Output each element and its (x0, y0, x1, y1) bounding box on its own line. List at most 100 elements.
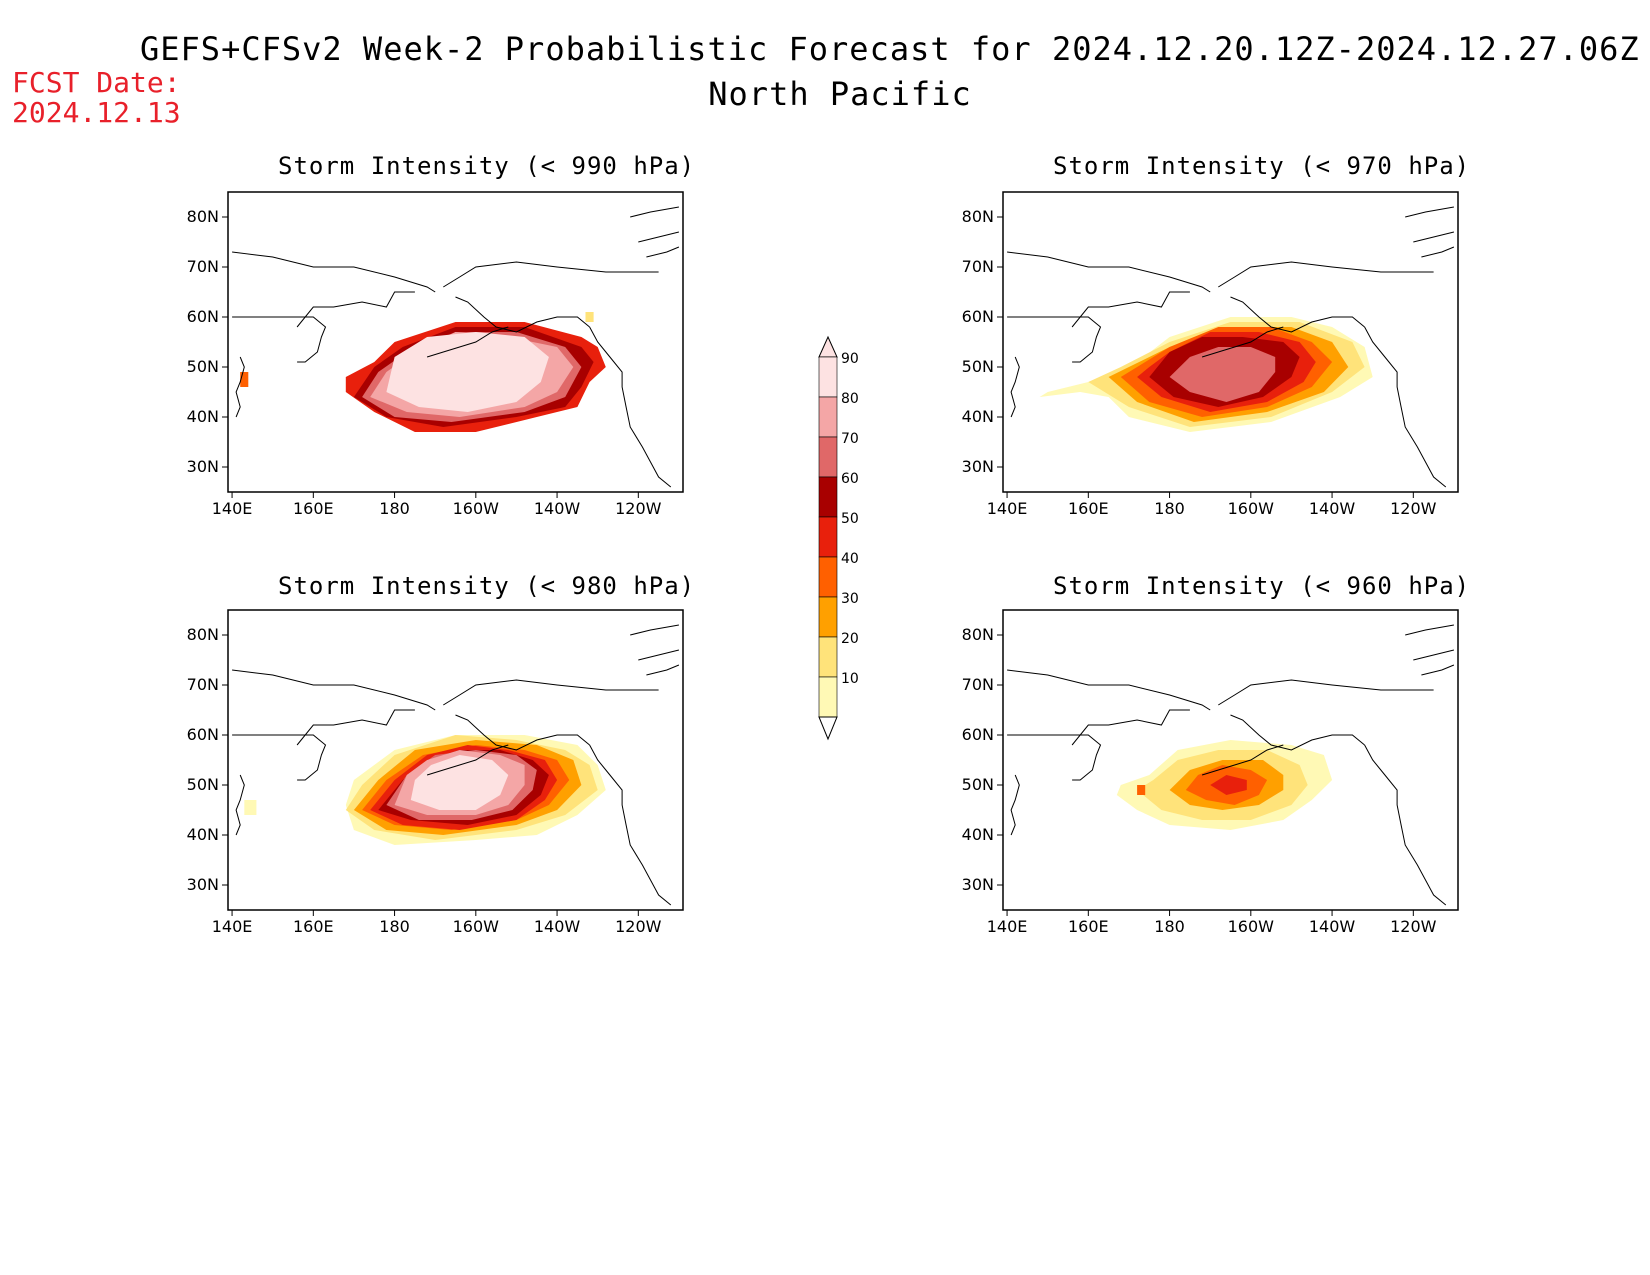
coastline (1230, 714, 1365, 751)
coastline (1230, 296, 1365, 333)
coastline (1201, 744, 1284, 776)
coastline (638, 231, 680, 243)
lat-tick-label: 50N (187, 357, 219, 376)
map-frame (227, 191, 684, 493)
lat-tick-label: 60N (187, 725, 219, 744)
coastline (1421, 664, 1455, 676)
lon-tick-label: 120W (1390, 499, 1437, 518)
colorbar-segment-50 (818, 516, 838, 558)
colorbar-bottom-cap (818, 716, 838, 741)
lat-tick-label: 70N (962, 675, 994, 694)
coastline (1007, 669, 1211, 711)
coastline (232, 316, 327, 363)
lon-tick-label: 160E (1068, 499, 1109, 518)
lat-tick-label: 40N (962, 825, 994, 844)
coastline (426, 744, 509, 776)
coastlines (1007, 206, 1455, 488)
lat-tick-label: 60N (187, 307, 219, 326)
coastline (443, 679, 659, 706)
colorbar-segment-90 (818, 356, 838, 398)
lon-tick-label: 120W (615, 917, 662, 936)
shading-layer (1039, 317, 1373, 432)
lat-tick-label: 50N (962, 357, 994, 376)
coastline (1010, 774, 1020, 836)
colorbar-label: 90 (841, 351, 859, 367)
coastline (296, 291, 415, 328)
lon-tick-label: 120W (615, 499, 662, 518)
colorbar-label: 60 (841, 471, 859, 487)
lat-tick-label: 50N (962, 775, 994, 794)
colorbar-segment-40 (818, 556, 838, 598)
lat-tick-label: 80N (962, 625, 994, 644)
lon-tick-label: 160W (1228, 917, 1275, 936)
map-panel-960: 80N 70N 60N 50N 40N 30N 140E 160E 180 160W 140W 120… (962, 609, 1459, 936)
lon-tick-label: 120W (1390, 917, 1437, 936)
coastline (455, 714, 590, 751)
lat-tick-label: 70N (187, 675, 219, 694)
coastline (1405, 206, 1454, 218)
coastline (235, 356, 245, 418)
colorbar-segment-10 (818, 676, 838, 718)
lat-tick-label: 30N (187, 875, 219, 894)
coastline (1007, 251, 1211, 293)
colorbar-label: 30 (841, 591, 859, 607)
lon-tick-label: 140W (534, 917, 581, 936)
lat-tick-label: 80N (187, 207, 219, 226)
lon-tick-label: 180 (379, 917, 410, 936)
lat-tick-label: 70N (962, 257, 994, 276)
lat-tick-label: 30N (962, 457, 994, 476)
coastline (589, 744, 672, 906)
shading-layer (240, 312, 606, 432)
lon-tick-label: 140E (212, 499, 253, 518)
page-title: GEFS+CFSv2 Week-2 Probabilistic Forecast… (140, 30, 1640, 68)
probability-area-10 (244, 800, 257, 815)
lon-tick-label: 140E (212, 917, 253, 936)
coastline (1218, 679, 1434, 706)
probability-area-20 (585, 312, 594, 322)
panel-title-970: Storm Intensity (< 970 hPa) (1053, 152, 1471, 180)
colorbar-label: 40 (841, 551, 859, 567)
panel-title-980: Storm Intensity (< 980 hPa) (278, 572, 696, 600)
coastlines (1007, 624, 1455, 906)
forecast-date-label: FCST Date: (12, 66, 181, 99)
lat-tick-label: 40N (962, 407, 994, 426)
map-panel-990: 80N 70N 60N 50N 40N 30N 140E 160E 180 160W 140W 120… (187, 191, 684, 518)
coastline (1007, 316, 1102, 363)
coastline (296, 709, 415, 746)
lat-tick-label: 60N (962, 725, 994, 744)
lon-tick-label: 140W (1309, 499, 1356, 518)
forecast-date-value: 2024.12.13 (12, 96, 181, 129)
coastline (1421, 246, 1455, 258)
lon-tick-label: 160W (453, 499, 500, 518)
shading-layer (244, 735, 606, 845)
lon-tick-label: 160E (1068, 917, 1109, 936)
colorbar-label: 70 (841, 431, 859, 447)
shading-layer (1116, 740, 1333, 830)
lat-tick-label: 40N (187, 825, 219, 844)
coastline (1201, 326, 1284, 358)
colorbar-segment-80 (818, 396, 838, 438)
map-panel-980: 80N 70N 60N 50N 40N 30N 140E 160E 180 160W 140W 120… (187, 609, 684, 936)
coastline (638, 649, 680, 661)
coastline (232, 669, 436, 711)
map-frame (1002, 191, 1459, 493)
coastline (1364, 326, 1447, 488)
colorbar-top-cap (818, 335, 838, 358)
coastline (443, 261, 659, 288)
lon-tick-label: 180 (1154, 917, 1185, 936)
coastline (589, 326, 672, 488)
coastline (1218, 261, 1434, 288)
colorbar-segment-70 (818, 436, 838, 478)
probability-area-50 (1210, 775, 1247, 795)
lon-tick-label: 160W (1228, 499, 1275, 518)
map-frame (1002, 609, 1459, 911)
colorbar-segment-60 (818, 476, 838, 518)
colorbar-label: 80 (841, 391, 859, 407)
lon-tick-label: 160E (293, 917, 334, 936)
coastline (1010, 356, 1020, 418)
coastline (426, 326, 509, 358)
coastline (232, 251, 436, 293)
probability-area-40 (240, 372, 249, 387)
coastlines (232, 624, 680, 906)
colorbar-segment-30 (818, 596, 838, 638)
